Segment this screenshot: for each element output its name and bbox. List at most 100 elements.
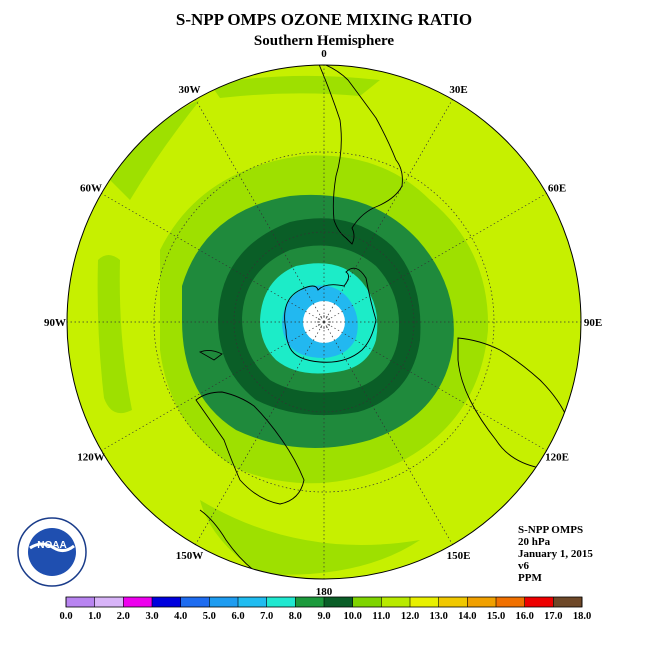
- colorbar-swatch: [180, 597, 210, 607]
- colorbar-tick-label: 0.0: [59, 611, 72, 622]
- info-pressure: 20 hPa: [518, 536, 551, 548]
- info-product: S-NPP OMPS: [518, 524, 583, 536]
- meridian-line: [323, 321, 453, 545]
- colorbar-swatch: [209, 597, 239, 607]
- noaa-logo-disc: [28, 528, 76, 576]
- colorbar-tick-label: 18.0: [573, 611, 591, 622]
- colorbar-swatch: [524, 597, 554, 607]
- pole-dot: [318, 318, 320, 320]
- colorbar-swatch: [324, 597, 353, 607]
- contour-band-11-12: [97, 255, 132, 414]
- colorbar-tick-label: 12.0: [401, 611, 419, 622]
- colorbar-tick-label: 17.0: [544, 611, 562, 622]
- colorbar-tick-label: 5.0: [203, 611, 216, 622]
- colorbar-tick-label: 11.0: [372, 611, 390, 622]
- colorbar-swatch: [352, 597, 382, 607]
- pole-dot: [320, 326, 322, 328]
- page-subtitle: Southern Hemisphere: [254, 33, 394, 49]
- colorbar-swatch: [438, 597, 468, 607]
- meridian-line: [195, 99, 325, 323]
- graticule: [67, 65, 581, 579]
- colorbar-swatch: [410, 597, 439, 607]
- contour-band-11-12: [110, 100, 200, 200]
- colorbar-tick-label: 3.0: [145, 611, 158, 622]
- colorbar-swatch: [496, 597, 525, 607]
- antarctica-coastline: [284, 267, 377, 363]
- pole-dot: [328, 324, 330, 326]
- australia-coastline: [195, 391, 305, 505]
- colorbar-tick-label: 15.0: [487, 611, 505, 622]
- longitude-label: 120W: [77, 452, 105, 464]
- colorbar-swatch: [381, 597, 411, 607]
- longitude-label: 150W: [176, 550, 204, 562]
- new-zealand-coastline: [198, 349, 223, 361]
- colorbar-tick-label: 7.0: [260, 611, 273, 622]
- latitude-circle: [233, 231, 415, 413]
- pole-dot: [328, 318, 330, 320]
- indonesia-coastline: [199, 509, 257, 573]
- colorbar-swatch: [152, 597, 181, 607]
- colorbar-swatch: [66, 597, 95, 607]
- longitude-label: 180: [316, 586, 333, 598]
- colorbar-tick-label: 10.0: [343, 611, 361, 622]
- contour-band-11-12: [210, 75, 380, 98]
- colorbar-swatch: [94, 597, 124, 607]
- colorbar-tick-label: 9.0: [317, 611, 330, 622]
- colorbar-tick-label: 14.0: [458, 611, 476, 622]
- colorbar-tick-label: 1.0: [88, 611, 101, 622]
- colorbar-tick-label: 16.0: [515, 611, 533, 622]
- pole-dot: [317, 321, 319, 323]
- pole-dot: [326, 326, 328, 328]
- latitude-circle: [153, 151, 495, 493]
- meridian-line: [195, 321, 325, 545]
- polar-map: [66, 64, 582, 580]
- colorbar-swatch: [295, 597, 325, 607]
- meridians: [67, 65, 581, 579]
- longitude-label: 90E: [584, 317, 602, 329]
- noaa-logo-text: NOAA: [37, 540, 66, 551]
- pole-dot: [326, 316, 328, 318]
- pole-dot: [323, 315, 325, 317]
- meridian-line: [323, 321, 547, 451]
- info-units: PPM: [518, 572, 542, 584]
- longitude-labels: 90W 60W 30W 0 30E 60E 90E 120E 150E 180 150W 120W: [44, 48, 602, 598]
- colorbar-swatch: [123, 597, 153, 607]
- colorbar-swatch: [266, 597, 296, 607]
- longitude-label: 30E: [449, 84, 467, 96]
- info-date: January 1, 2015: [518, 548, 593, 560]
- info-block: S-NPP OMPS 20 hPa January 1, 2015 v6 PPM: [518, 524, 593, 584]
- page-title: S-NPP OMPS OZONE MIXING RATIO: [176, 10, 472, 29]
- meridian-line: [101, 321, 325, 451]
- south-america-coastline: [317, 65, 403, 245]
- pole-dot: [318, 324, 320, 326]
- colorbar-tick-label: 2.0: [117, 611, 130, 622]
- colorbar-swatch: [553, 597, 583, 607]
- colorbar-tick-label: 4.0: [174, 611, 187, 622]
- pole-marker: [317, 315, 331, 329]
- colorbar-swatch: [467, 597, 497, 607]
- longitude-label: 90W: [44, 317, 66, 329]
- pole-dot: [329, 321, 331, 323]
- pole-dot: [320, 316, 322, 318]
- longitude-label: 60E: [548, 183, 566, 195]
- meridian-line: [323, 99, 453, 323]
- colorbar-tick-label: 8.0: [289, 611, 302, 622]
- pole-dot: [323, 327, 325, 329]
- longitude-label: 120E: [545, 452, 569, 464]
- colorbar-swatch: [238, 597, 267, 607]
- info-version: v6: [518, 560, 530, 572]
- colorbar-ticks: 0.0 1.0 2.0 3.0 4.0 5.0 6.0 7.0 8.0 9.0 10.0 11.0 12…: [59, 597, 591, 622]
- longitude-label: 30W: [179, 84, 201, 96]
- longitude-label: 150E: [447, 550, 471, 562]
- colorbar-tick-label: 13.0: [429, 611, 447, 622]
- longitude-label: 0: [321, 48, 327, 60]
- contour-band-11-12: [200, 500, 420, 575]
- noaa-logo: NOAA: [17, 517, 87, 587]
- noaa-logo-bird: [29, 542, 75, 553]
- meridian-line: [101, 193, 325, 323]
- meridian-line: [323, 193, 547, 323]
- globe-outline: [66, 64, 582, 580]
- colorbar-tick-label: 6.0: [231, 611, 244, 622]
- longitude-label: 60W: [80, 183, 102, 195]
